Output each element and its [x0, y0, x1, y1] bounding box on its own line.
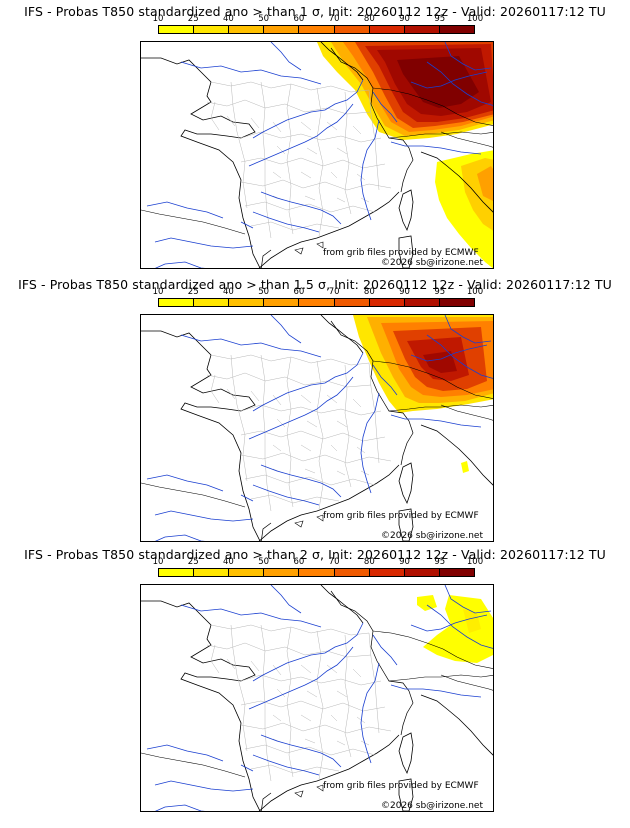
colorbar-tick-label: 90	[399, 14, 410, 24]
colorbar-tick-label: 25	[187, 14, 199, 24]
credit-site: ©2026 sb@irizone.net	[381, 531, 483, 541]
colorbar-swatch	[159, 26, 195, 33]
colorbar-swatch	[264, 569, 300, 576]
colorbar-tick-label: 50	[258, 14, 270, 24]
colorbar-swatch	[404, 26, 440, 33]
colorbar-tick-label: 50	[258, 557, 270, 567]
probability-map: from grib files provided by ECMWF ©2026 …	[140, 314, 494, 542]
colorbar-tick-label: 10	[152, 287, 164, 297]
colorbar-tick-label: 40	[223, 14, 234, 24]
credit-source: from grib files provided by ECMWF	[323, 781, 479, 791]
map-canvas	[141, 315, 493, 541]
colorbar-tick-label: 95	[434, 287, 446, 297]
probability-shading	[417, 595, 493, 663]
colorbar	[158, 568, 475, 577]
colorbar-swatch	[229, 299, 265, 306]
panel-title: IFS - Probas T850 standardized ano > tha…	[24, 4, 606, 19]
colorbar-tick-label: 50	[258, 287, 270, 297]
colorbar-swatch	[334, 26, 370, 33]
colorbar-swatch	[369, 299, 405, 306]
probability-map: from grib files provided by ECMWF ©2026 …	[140, 584, 494, 812]
colorbar-swatch	[334, 569, 370, 576]
panel-title: IFS - Probas T850 standardized ano > tha…	[18, 277, 612, 292]
colorbar-tick-label: 40	[223, 287, 234, 297]
colorbar-tick-label: 60	[293, 14, 305, 24]
colorbar-tick-label: 100	[466, 14, 484, 24]
map-panel-1: IFS - Probas T850 standardized ano > tha…	[0, 4, 630, 272]
colorbar-tick-label: 95	[434, 557, 446, 567]
colorbar-swatch	[369, 569, 405, 576]
colorbar-swatch	[404, 569, 440, 576]
credit-site: ©2026 sb@irizone.net	[381, 801, 483, 811]
colorbar-tick-label: 80	[363, 14, 375, 24]
colorbar-swatch	[334, 299, 370, 306]
colorbar	[158, 25, 475, 34]
colorbar-swatch	[299, 26, 335, 33]
colorbar-swatch	[264, 299, 300, 306]
colorbar-swatch	[159, 299, 195, 306]
credit-site: ©2026 sb@irizone.net	[381, 258, 483, 268]
colorbar-tick-label: 40	[223, 557, 234, 567]
colorbar-swatch	[194, 299, 230, 306]
colorbar-tick-label: 25	[187, 287, 199, 297]
probability-shading	[317, 42, 493, 268]
colorbar-swatch	[439, 299, 474, 306]
colorbar-swatch	[299, 299, 335, 306]
colorbar-tick-label: 70	[328, 14, 340, 24]
colorbar-tick-label: 25	[187, 557, 199, 567]
colorbar-tick-label: 10	[152, 557, 164, 567]
colorbar-swatch	[264, 26, 300, 33]
colorbar-tick-label: 60	[293, 287, 305, 297]
colorbar-swatch	[229, 569, 265, 576]
probability-map: from grib files provided by ECMWF ©2026 …	[140, 41, 494, 269]
colorbar-tick-label: 60	[293, 557, 305, 567]
colorbar-tick-label: 100	[466, 287, 484, 297]
colorbar-tick-label: 70	[328, 287, 340, 297]
colorbar-swatch	[299, 569, 335, 576]
colorbar-swatch	[229, 26, 265, 33]
colorbar-tick-label: 100	[466, 557, 484, 567]
colorbar	[158, 298, 475, 307]
colorbar-tick-label: 10	[152, 14, 164, 24]
colorbar-swatch	[404, 299, 440, 306]
credit-source: from grib files provided by ECMWF	[323, 511, 479, 521]
map-canvas	[141, 585, 493, 811]
map-panel-3: IFS - Probas T850 standardized ano > tha…	[0, 547, 630, 815]
colorbar-tick-label: 70	[328, 557, 340, 567]
colorbar-tick-label: 90	[399, 287, 410, 297]
colorbar-tick-label: 80	[363, 287, 375, 297]
colorbar-swatch	[194, 569, 230, 576]
colorbar-swatch	[194, 26, 230, 33]
map-canvas	[141, 42, 493, 268]
colorbar-tick-label: 90	[399, 557, 410, 567]
panel-title: IFS - Probas T850 standardized ano > tha…	[24, 547, 606, 562]
colorbar-swatch	[159, 569, 195, 576]
colorbar-tick-label: 95	[434, 14, 446, 24]
colorbar-swatch	[369, 26, 405, 33]
colorbar-swatch	[439, 569, 474, 576]
probability-shading	[353, 315, 493, 473]
colorbar-swatch	[439, 26, 474, 33]
colorbar-tick-label: 80	[363, 557, 375, 567]
map-panel-2: IFS - Probas T850 standardized ano > tha…	[0, 277, 630, 545]
credit-source: from grib files provided by ECMWF	[323, 248, 479, 258]
